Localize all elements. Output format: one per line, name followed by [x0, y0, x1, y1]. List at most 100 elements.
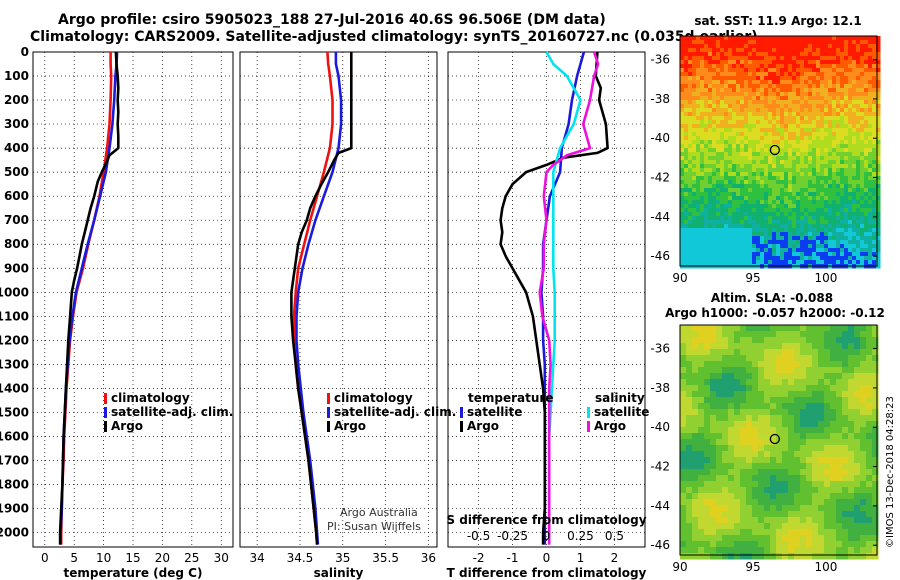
map-cell [724, 144, 729, 149]
map-cell [852, 40, 857, 45]
map-cell [720, 116, 725, 121]
map-cell [744, 240, 749, 245]
map-cell [776, 433, 783, 440]
s-axis-label: S difference from climatology [446, 513, 646, 527]
map-cell [824, 529, 831, 536]
map-cell [776, 523, 783, 530]
map-cell [728, 355, 735, 362]
map-cell [748, 252, 753, 257]
map-cell [842, 511, 849, 518]
map-cell [776, 385, 783, 392]
map-cell [824, 248, 829, 253]
map-cell [746, 343, 753, 350]
map-cell [812, 240, 817, 245]
map-cell [712, 164, 717, 169]
map-cell [684, 168, 689, 173]
map-cell [740, 56, 745, 61]
map-cell [808, 136, 813, 141]
map-cell [776, 160, 781, 165]
map-cell [848, 391, 855, 398]
map-cell [856, 108, 861, 113]
map-cell [864, 72, 869, 77]
map-cell [740, 132, 745, 137]
map-cell [860, 204, 865, 209]
map-cell [872, 200, 877, 205]
map-cell [828, 68, 833, 73]
x-tick-label: 30 [214, 551, 229, 565]
map-cell [716, 487, 723, 494]
map-cell [724, 148, 729, 153]
map-cell [844, 252, 849, 257]
map-cell [764, 535, 771, 542]
map-cell [728, 132, 733, 137]
map-cell [840, 260, 845, 265]
map-cell [708, 164, 713, 169]
map-cell [872, 220, 877, 225]
map-cell [732, 208, 737, 213]
map-cell [680, 469, 687, 476]
map-cell [680, 451, 687, 458]
map-cell [812, 343, 819, 350]
map-cell [864, 216, 869, 221]
map-cell [720, 160, 725, 165]
x-tick-label: -1 [507, 551, 519, 565]
map-cell [794, 343, 801, 350]
map-cell [792, 156, 797, 161]
map-cell [760, 260, 765, 265]
map-cell [792, 52, 797, 57]
map-cell [698, 379, 705, 386]
map-cell [860, 88, 865, 93]
map-cell [760, 220, 765, 225]
map-cell [772, 236, 777, 241]
map-cell [736, 156, 741, 161]
map-cell [782, 361, 789, 368]
map-cell [856, 52, 861, 57]
map-cell [746, 535, 753, 542]
map-cell [872, 248, 877, 253]
map-cell [716, 493, 723, 500]
map-cell [740, 415, 747, 422]
map-cell [760, 244, 765, 249]
map-cell [876, 44, 881, 49]
map-cell [836, 36, 841, 41]
map-cell [768, 180, 773, 185]
map-cell [866, 517, 873, 524]
map-cell [860, 499, 867, 506]
map-cell [768, 84, 773, 89]
map-cell [724, 172, 729, 177]
map-cell [804, 152, 809, 157]
map-cell [728, 144, 733, 149]
map-cell [760, 172, 765, 177]
map-cell [692, 252, 697, 257]
map-cell [684, 208, 689, 213]
map-cell [768, 208, 773, 213]
map-cell [692, 160, 697, 165]
map-cell [808, 104, 813, 109]
map-cell [806, 331, 813, 338]
map-cell [876, 224, 881, 229]
map-cell [812, 331, 819, 338]
map-cell [804, 252, 809, 257]
map-cell [860, 493, 867, 500]
map-cell [812, 469, 819, 476]
map-cell [692, 427, 699, 434]
map-cell [792, 40, 797, 45]
map-cell [854, 409, 861, 416]
map-cell [800, 44, 805, 49]
map-cell [872, 140, 877, 145]
map-cell [812, 505, 819, 512]
map-cell [792, 176, 797, 181]
map-cell [800, 469, 807, 476]
map-cell [728, 108, 733, 113]
map-cell [772, 188, 777, 193]
map-cell [828, 72, 833, 77]
map-cell [848, 172, 853, 177]
map-cell [800, 415, 807, 422]
map-cell [800, 252, 805, 257]
map-cell [744, 136, 749, 141]
map-cell [722, 529, 729, 536]
legend-swatch [460, 407, 463, 418]
map-cell [772, 224, 777, 229]
map-cell [758, 517, 765, 524]
map-cell [760, 132, 765, 137]
